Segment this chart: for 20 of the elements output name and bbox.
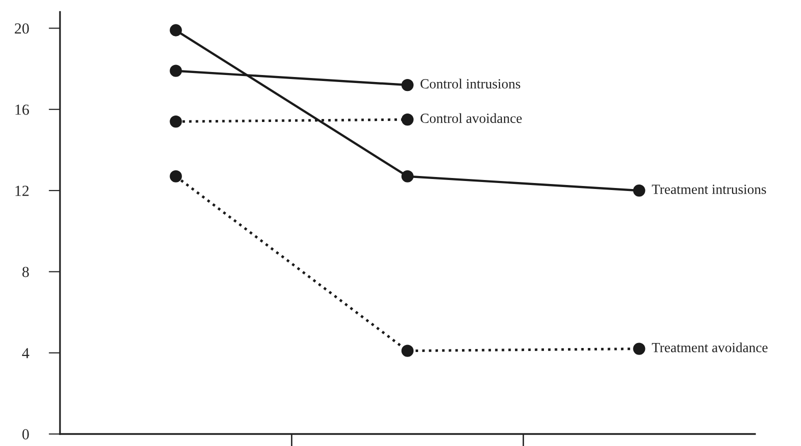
y-tick-label: 12	[16, 186, 29, 196]
y-tick-label: 0	[22, 429, 29, 440]
series-label: Treatment avoidance	[652, 342, 768, 352]
point	[401, 344, 414, 357]
y-tick-label: 8	[22, 266, 29, 278]
y-tick-label: 4	[22, 348, 30, 358]
y-tick-label: 16	[16, 104, 29, 115]
point	[170, 170, 182, 182]
point	[633, 184, 646, 197]
point	[401, 113, 414, 126]
point	[170, 24, 182, 36]
point	[170, 64, 182, 77]
series-label: Control intrusions	[420, 78, 520, 89]
point	[401, 170, 414, 182]
series-label: Control avoidance	[420, 113, 522, 124]
y-tick-label: 20	[14, 23, 29, 34]
point	[170, 115, 182, 128]
series-label: Treatment intrusions	[652, 184, 766, 194]
point	[633, 342, 646, 355]
point	[401, 78, 414, 92]
